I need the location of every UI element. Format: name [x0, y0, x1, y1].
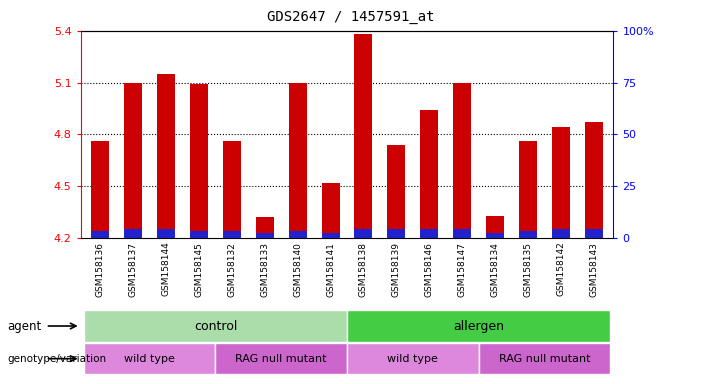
Text: genotype/variation: genotype/variation — [7, 354, 106, 364]
Bar — [453, 229, 471, 238]
Text: control: control — [193, 319, 237, 333]
Bar — [190, 84, 208, 238]
Bar — [91, 231, 109, 238]
Bar — [124, 229, 142, 238]
Bar — [486, 233, 504, 238]
Bar — [256, 233, 274, 238]
Bar — [347, 343, 479, 374]
Bar — [157, 229, 175, 238]
Text: GSM158132: GSM158132 — [227, 242, 236, 296]
Bar — [322, 233, 339, 238]
Text: GSM158139: GSM158139 — [392, 242, 401, 296]
Bar — [124, 83, 142, 238]
Text: GSM158136: GSM158136 — [96, 242, 105, 296]
Bar — [552, 229, 570, 238]
Text: GSM158133: GSM158133 — [260, 242, 269, 296]
Text: wild type: wild type — [124, 354, 175, 364]
Text: agent: agent — [7, 319, 41, 333]
Text: GSM158143: GSM158143 — [589, 242, 598, 296]
Bar — [355, 34, 372, 238]
Bar — [322, 183, 339, 238]
Bar — [215, 343, 347, 374]
Text: GSM158147: GSM158147 — [458, 242, 467, 296]
Bar — [486, 215, 504, 238]
Bar — [585, 122, 603, 238]
Text: GSM158138: GSM158138 — [359, 242, 368, 296]
Bar — [420, 110, 438, 238]
Bar — [84, 310, 347, 342]
Bar — [519, 141, 537, 238]
Bar — [223, 231, 241, 238]
Bar — [289, 83, 307, 238]
Bar — [453, 83, 471, 238]
Bar — [552, 127, 570, 238]
Text: RAG null mutant: RAG null mutant — [498, 354, 590, 364]
Bar — [519, 231, 537, 238]
Bar — [347, 310, 610, 342]
Bar — [387, 229, 405, 238]
Text: GSM158140: GSM158140 — [293, 242, 302, 296]
Text: GSM158134: GSM158134 — [491, 242, 500, 296]
Text: RAG null mutant: RAG null mutant — [236, 354, 327, 364]
Text: wild type: wild type — [388, 354, 438, 364]
Text: GSM158144: GSM158144 — [162, 242, 170, 296]
Text: GSM158141: GSM158141 — [326, 242, 335, 296]
Bar — [157, 74, 175, 238]
Bar — [190, 231, 208, 238]
Text: GSM158146: GSM158146 — [425, 242, 434, 296]
Text: GSM158135: GSM158135 — [524, 242, 532, 296]
Bar — [585, 229, 603, 238]
Text: GSM158145: GSM158145 — [194, 242, 203, 296]
Bar — [84, 343, 215, 374]
Bar — [91, 141, 109, 238]
Text: ■: ■ — [81, 383, 93, 384]
Bar — [256, 217, 274, 238]
Bar — [355, 229, 372, 238]
Bar — [289, 231, 307, 238]
Bar — [479, 343, 610, 374]
Bar — [387, 145, 405, 238]
Text: GDS2647 / 1457591_at: GDS2647 / 1457591_at — [267, 10, 434, 23]
Text: GSM158142: GSM158142 — [557, 242, 565, 296]
Text: allergen: allergen — [453, 319, 504, 333]
Bar — [420, 229, 438, 238]
Bar — [223, 141, 241, 238]
Text: GSM158137: GSM158137 — [129, 242, 137, 296]
